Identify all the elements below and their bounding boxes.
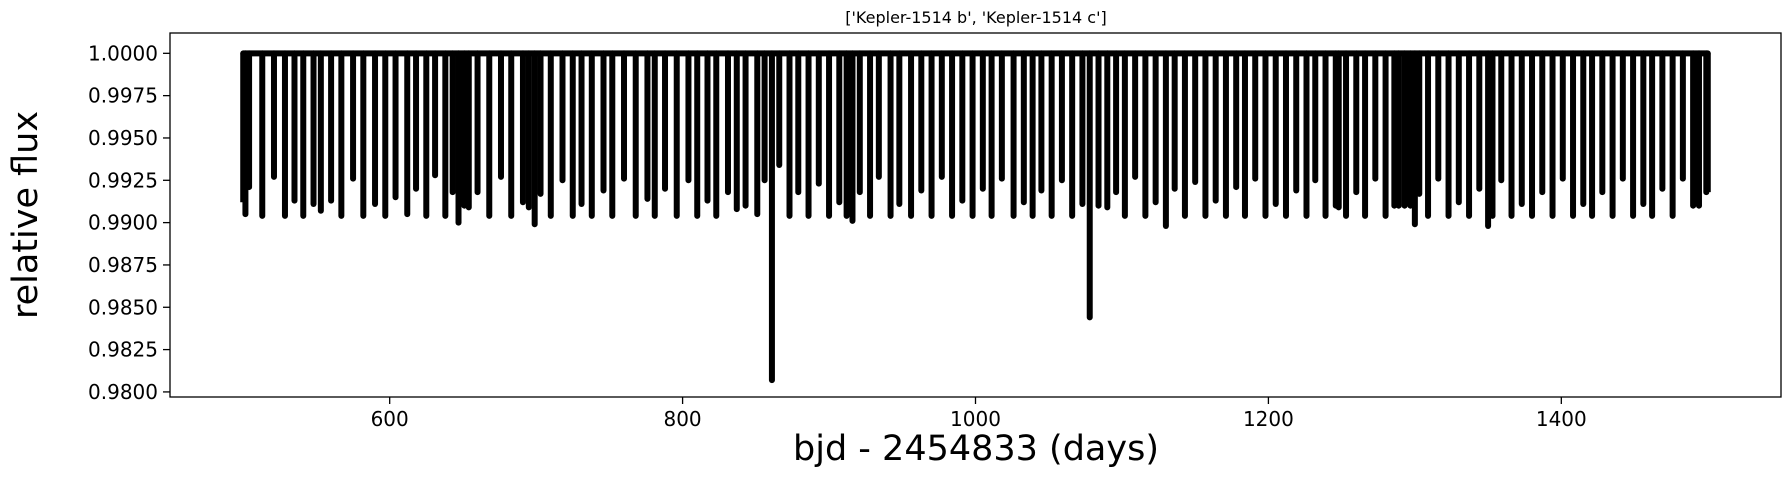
y-tick-label: 0.9800	[88, 380, 158, 404]
x-axis-label: bjd - 2454833 (days)	[793, 429, 1159, 469]
x-tick-label: 1200	[1243, 407, 1294, 431]
flux-series	[240, 50, 1711, 384]
y-tick-label: 0.9925	[88, 168, 158, 192]
x-tick-label: 800	[663, 407, 701, 431]
y-tick-label: 0.9850	[88, 295, 158, 319]
y-tick-label: 0.9975	[88, 84, 158, 108]
y-tick-label: 0.9825	[88, 338, 158, 362]
y-tick-label: 0.9950	[88, 126, 158, 150]
y-tick-label: 0.9875	[88, 253, 158, 277]
x-tick-label: 1400	[1536, 407, 1587, 431]
chart-title: ['Kepler-1514 b', 'Kepler-1514 c']	[845, 8, 1106, 27]
x-axis-ticks: 600 800 1000 1200 1400	[371, 397, 1587, 431]
y-tick-label: 0.9900	[88, 211, 158, 235]
y-tick-label: 1.0000	[88, 41, 158, 65]
y-axis-label: relative flux	[6, 111, 46, 319]
x-tick-label: 1000	[950, 407, 1001, 431]
y-axis-ticks: 0.9800 0.9825 0.9850 0.9875 0.9900 0.9925 0.99…	[88, 41, 170, 404]
x-tick-label: 600	[371, 407, 409, 431]
